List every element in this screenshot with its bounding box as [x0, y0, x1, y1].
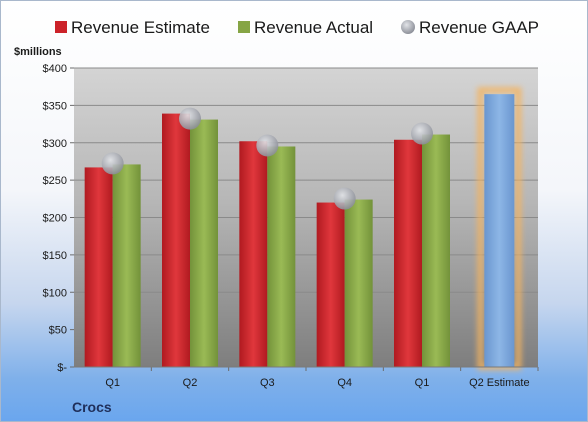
marker-revenue-gaap — [179, 107, 201, 130]
y-tick-label: $50 — [49, 325, 67, 337]
bars — [84, 87, 522, 370]
legend-label-revenue-actual: Revenue Actual — [254, 18, 373, 37]
x-tick-label: Q2 Estimate — [469, 377, 530, 389]
bar-revenue-actual — [112, 164, 141, 367]
marker-revenue-gaap — [411, 122, 433, 145]
legend-label-revenue-estimate: Revenue Estimate — [71, 18, 210, 37]
company-name: Crocs — [72, 399, 112, 415]
legend-item-revenue-gaap: Revenue GAAP — [401, 18, 539, 37]
marker-revenue-gaap — [101, 152, 124, 175]
y-axis-unit-label: $millions — [14, 46, 62, 58]
bar-revenue-estimate — [162, 113, 190, 367]
bar-revenue-estimate — [239, 141, 268, 367]
y-tick-label: $350 — [43, 100, 67, 112]
y-tick-label: $400 — [43, 63, 67, 75]
legend-item-revenue-actual: Revenue Actual — [238, 18, 373, 37]
bar-revenue-estimate — [316, 202, 345, 367]
bar-revenue-actual — [267, 146, 296, 367]
y-tick-label: $250 — [43, 175, 67, 187]
x-tick-label: Q1 — [415, 377, 430, 389]
y-tick-label: $- — [57, 362, 67, 374]
gaap-markers — [101, 107, 433, 210]
y-tick-label: $100 — [43, 287, 67, 299]
marker-revenue-gaap — [333, 187, 356, 210]
legend-swatch-dot — [401, 20, 415, 34]
bar-revenue-actual — [422, 134, 450, 367]
x-tick-label: Q4 — [337, 377, 352, 389]
legend-label-revenue-gaap: Revenue GAAP — [419, 18, 539, 37]
bar-revenue-estimate — [84, 167, 113, 367]
legend: Revenue Estimate Revenue Actual Revenue … — [55, 18, 539, 37]
x-axis-ticks: Q1 Q2 Q3 Q4 Q1 Q2 Estimate — [105, 367, 539, 389]
y-axis-ticks: $400 $350 $300 $250 $200 $150 $100 $50 $- — [43, 63, 74, 374]
bar-revenue-estimate — [394, 139, 422, 367]
y-tick-label: $300 — [43, 138, 67, 150]
bar-revenue-actual — [344, 199, 373, 367]
x-tick-label: Q3 — [260, 377, 275, 389]
legend-swatch-red — [55, 21, 67, 33]
bar-revenue-actual — [190, 119, 218, 367]
marker-revenue-gaap — [256, 134, 279, 157]
y-tick-label: $200 — [43, 213, 67, 225]
legend-swatch-green — [238, 21, 250, 33]
x-tick-label: Q2 — [183, 377, 198, 389]
legend-item-revenue-estimate: Revenue Estimate — [55, 18, 210, 37]
x-tick-label: Q1 — [105, 377, 120, 389]
gridlines — [74, 67, 538, 331]
y-tick-label: $150 — [43, 250, 67, 262]
bar-revenue-estimate-forecast — [484, 94, 515, 367]
